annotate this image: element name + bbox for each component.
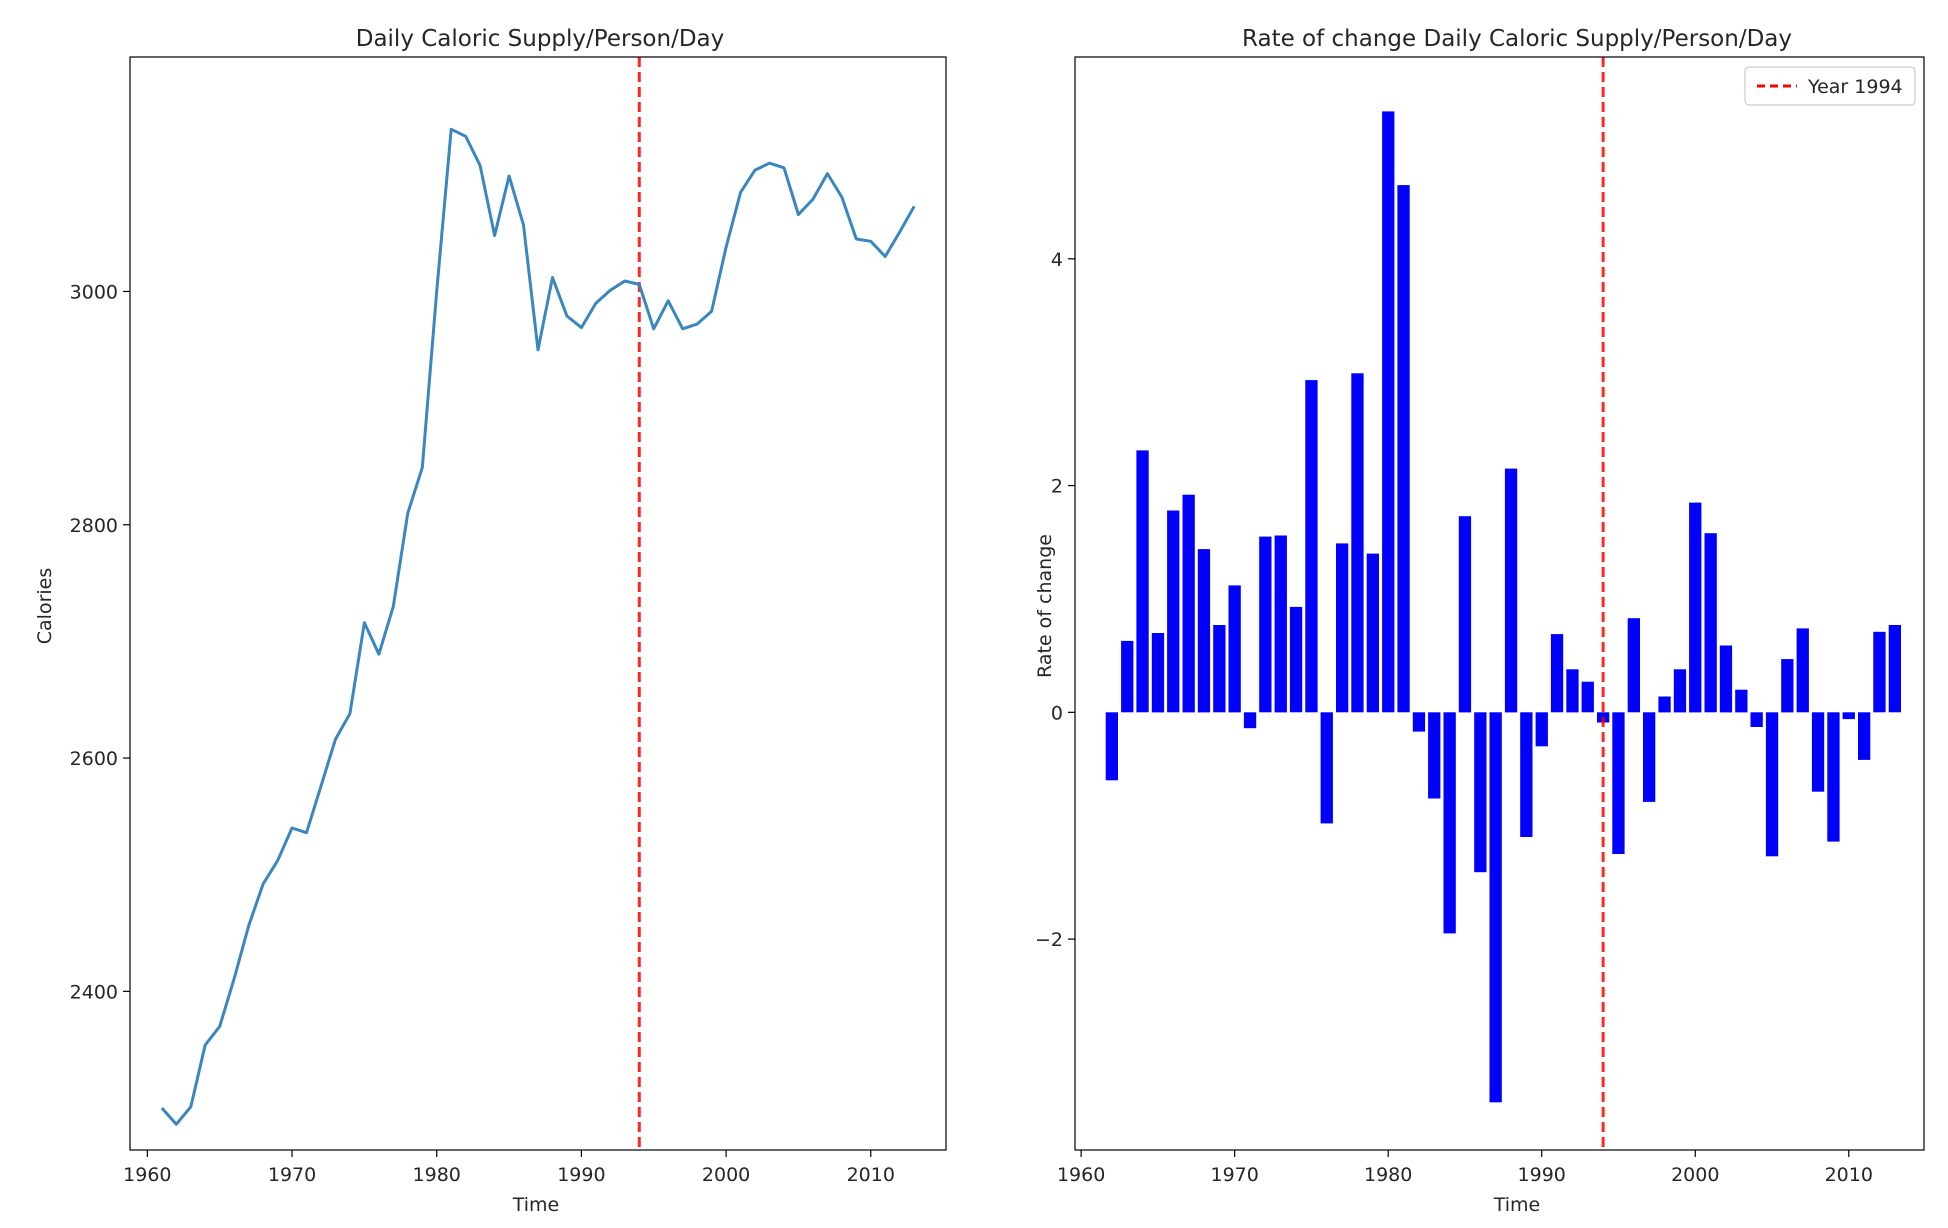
calories-chart-title: Daily Caloric Supply/Person/Day [356,26,725,52]
rate-bar-1993 [1581,681,1594,713]
rate-bar-1982 [1412,712,1426,732]
c0-xtick-label-1990: 1990 [557,1164,605,1186]
rate-bar-1977 [1336,543,1349,713]
c1-ytick-label--2: −2 [1035,929,1063,951]
rate-bar-2004 [1750,712,1763,727]
c0-xtick-label-2010: 2010 [847,1164,895,1186]
calories-chart: Daily Caloric Supply/Person/Day 1960 1970… [34,26,947,1216]
rate-bar-2007 [1796,628,1809,713]
calories-x-ticks: 1960 1970 1980 1990 2000 2010 [123,1150,895,1186]
rate-chart-title: Rate of change Daily Caloric Supply/Pers… [1242,26,1792,52]
rate-bar-1988 [1504,468,1518,713]
rate-bar-1990 [1535,712,1548,747]
c1-xtick-label-2010: 2010 [1825,1164,1873,1186]
c1-xtick-label-1990: 1990 [1518,1164,1566,1186]
c0-ytick-label-2800: 2800 [70,515,118,537]
c1-ytick-label-4: 4 [1051,249,1063,271]
rate-bar-1974 [1289,606,1303,713]
rate-bar-1963 [1121,640,1134,713]
rate-bar-1966 [1167,510,1180,713]
c0-ytick-label-2400: 2400 [70,981,118,1003]
rate-y-ticks: −2 0 2 4 [1035,249,1075,951]
rate-bar-1975 [1305,380,1318,713]
rate-bar-2009 [1827,712,1840,842]
rate-bar-2013 [1888,625,1901,713]
rate-x-ticks: 1960 1970 1980 1990 2000 2010 [1057,1150,1873,1186]
c0-xtick-label-1960: 1960 [123,1164,171,1186]
rate-bar-2008 [1811,712,1825,792]
c1-xtick-label-1980: 1980 [1364,1164,1412,1186]
legend-box [1744,66,1916,106]
legend-label: Year 1994 [1807,76,1903,98]
c0-background [130,57,946,1150]
rate-bar-2003 [1735,689,1748,713]
rate-bar-2006 [1781,659,1794,713]
rate-bar-2002 [1719,645,1733,713]
calories-series-group [160,127,916,1126]
rate-bar-1991 [1550,634,1564,713]
calories-plot-area [130,57,946,1150]
rate-bar-1996 [1627,618,1640,713]
rate-y-label: Rate of change [1034,534,1056,678]
rate-bar-1969 [1213,625,1226,713]
c0-xtick-label-1980: 1980 [413,1164,461,1186]
rate-bar-1976 [1320,712,1333,824]
c0-ytick-label-2600: 2600 [70,748,118,770]
c1-xtick-label-2000: 2000 [1671,1164,1719,1186]
rate-bar-1962 [1105,712,1118,781]
rate-bar-1995 [1612,712,1625,854]
rate-of-change-chart: Rate of change Daily Caloric Supply/Pers… [1034,26,1925,1216]
c0-xtick-label-1970: 1970 [268,1164,316,1186]
calories-y-ticks: 2400 2600 2800 3000 [70,281,130,1003]
rate-bar-1999 [1673,669,1687,713]
rate-bar-1986 [1474,712,1487,873]
rate-bar-1979 [1366,553,1379,713]
rate-legend: Year 1994 [1744,66,1916,106]
rate-bar-1985 [1458,516,1472,713]
rate-bar-1987 [1489,712,1502,1103]
rate-bar-2001 [1704,533,1717,713]
rate-bar-1968 [1197,549,1211,713]
rate-bar-2000 [1689,502,1702,713]
rate-bar-1983 [1428,712,1441,799]
calories-y-label: Calories [34,568,56,645]
calories-series-line [160,127,916,1126]
rate-bar-1997 [1643,712,1656,802]
rate-bar-1989 [1520,712,1533,837]
rate-x-label: Time [1493,1194,1541,1216]
rate-bar-2011 [1858,712,1871,760]
rate-bar-1973 [1274,535,1287,713]
rate-bar-1980 [1382,111,1395,713]
c1-ytick-label-2: 2 [1051,476,1063,498]
rate-bar-1970 [1228,585,1241,713]
rate-bar-1998 [1658,696,1671,713]
rate-bar-1992 [1566,669,1579,713]
calories-x-label: Time [512,1194,560,1216]
c1-axes-frame [1074,56,1925,1151]
rate-bar-1981 [1397,185,1410,713]
c1-xtick-label-1970: 1970 [1210,1164,1258,1186]
c0-axes-frame [129,56,947,1151]
c1-ytick-label-0: 0 [1051,702,1063,724]
rate-bar-1984 [1443,712,1456,934]
calories-frame [129,56,947,1151]
rate-bar-1972 [1259,536,1272,713]
c0-ytick-label-3000: 3000 [70,281,118,303]
rate-bar-1978 [1351,373,1364,713]
rate-bar-1967 [1182,494,1195,713]
c1-xtick-label-1960: 1960 [1057,1164,1105,1186]
rate-bar-2005 [1765,712,1779,857]
rate-bar-2010 [1842,712,1855,720]
rate-bar-1964 [1136,450,1149,713]
rate-bar-1965 [1151,633,1165,713]
c0-xtick-label-2000: 2000 [702,1164,750,1186]
rate-bar-2012 [1873,631,1886,713]
rate-bars-group [1105,111,1901,1103]
rate-bar-1971 [1243,712,1257,729]
rate-frame [1074,56,1925,1151]
